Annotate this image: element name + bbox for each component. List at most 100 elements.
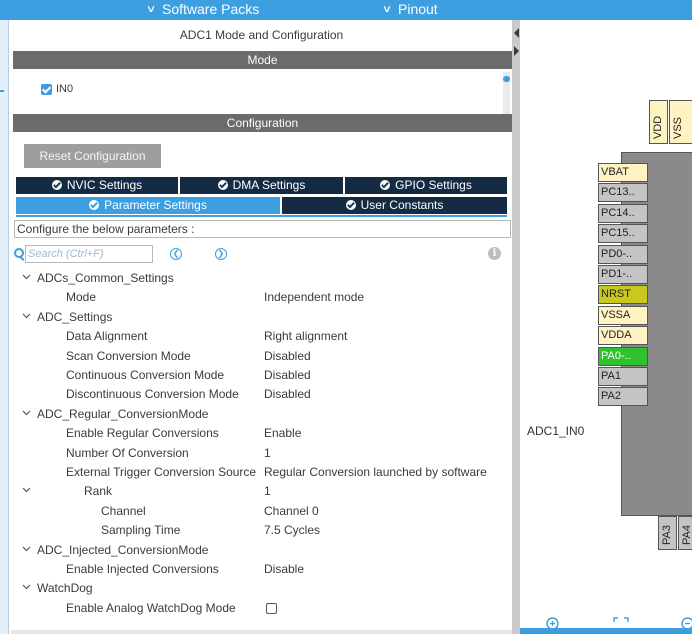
pin-pc15[interactable]: PC15.. — [598, 224, 648, 244]
pin-vbat[interactable]: VBAT — [598, 163, 648, 182]
tree-group-row[interactable]: ADCs_Common_Settings — [11, 269, 512, 288]
pin-pc13[interactable]: PC13.. — [598, 183, 648, 203]
tree-param-row[interactable]: Enable Regular Conversions Enable — [11, 424, 512, 443]
tree-param-row[interactable]: Enable Analog WatchDog Mode — [11, 599, 512, 618]
check-circle-icon — [51, 180, 62, 190]
param-value[interactable]: 7.5 Cycles — [264, 523, 321, 538]
tree-group-row[interactable]: ADC_Regular_ConversionMode — [11, 405, 512, 424]
tree-param-row[interactable]: Enable Injected Conversions Disable — [11, 560, 512, 579]
pin-pa1[interactable]: PA1 — [598, 367, 648, 386]
param-label: Rank — [84, 484, 113, 499]
param-label: ADC_Regular_ConversionMode — [37, 406, 209, 421]
mode-section-header: Mode — [13, 51, 512, 69]
tree-group-row[interactable]: ADC_Injected_ConversionMode — [11, 541, 512, 560]
software-packs-label: Software Packs — [162, 1, 260, 17]
chevron-down-icon[interactable] — [21, 269, 31, 288]
pin-vdd[interactable]: VDD — [649, 100, 668, 144]
tab-label: NVIC Settings — [66, 178, 143, 192]
tab-label: GPIO Settings — [395, 178, 472, 192]
pin-pd1[interactable]: PD1-.. — [598, 265, 648, 284]
param-value[interactable]: Right alignment — [264, 329, 348, 344]
pin-pa0[interactable]: PA0-.. — [598, 346, 648, 366]
reset-configuration-button[interactable]: Reset Configuration — [24, 144, 161, 168]
chevron-down-icon[interactable] — [21, 482, 31, 501]
pinout-bottom-bar — [520, 628, 692, 634]
param-value[interactable]: Disabled — [264, 387, 311, 402]
chevron-down-icon[interactable] — [21, 541, 31, 560]
pin-vssa[interactable]: VSSA — [598, 305, 648, 325]
pin-pc14[interactable]: PC14.. — [598, 203, 648, 223]
info-icon[interactable]: i — [488, 247, 501, 260]
param-label: Continuous Conversion Mode — [66, 368, 225, 382]
search-next-icon[interactable]: ❯ — [215, 248, 227, 260]
chevron-down-icon[interactable] — [21, 308, 31, 327]
software-packs-menu[interactable]: ∨ Software Packs — [144, 1, 259, 17]
panel-title: ADC1 Mode and Configuration — [179, 28, 344, 42]
pin-label: VSS — [672, 116, 684, 139]
param-label: Data Alignment — [66, 329, 148, 344]
param-checkbox[interactable] — [266, 602, 277, 614]
tree-param-row[interactable]: Data Alignment Right alignment — [11, 327, 512, 346]
chevron-down-icon[interactable] — [21, 579, 31, 598]
tab-dma-settings[interactable]: DMA Settings — [180, 177, 343, 194]
tree-group-row[interactable]: ADC_Settings — [11, 308, 512, 327]
pin-nrst[interactable]: NRST — [598, 285, 648, 305]
tree-param-row[interactable]: Channel Channel 0 — [11, 502, 512, 521]
param-value[interactable]: Channel 0 — [264, 503, 319, 518]
tab-gpio-settings[interactable]: GPIO Settings — [345, 177, 507, 194]
tab-user-constants[interactable]: User Constants — [282, 197, 507, 214]
tab-parameter-settings[interactable]: Parameter Settings — [16, 197, 280, 214]
param-value[interactable]: Disabled — [264, 348, 311, 363]
tab-nvic-settings[interactable]: NVIC Settings — [16, 177, 178, 194]
param-label: Enable Injected Conversions — [66, 562, 219, 576]
tree-param-row[interactable]: Discontinuous Conversion Mode Disabled — [11, 385, 512, 404]
param-value[interactable]: Independent mode — [264, 290, 365, 305]
search-input[interactable] — [25, 245, 153, 263]
collapse-arrows-icon[interactable] — [513, 28, 519, 58]
mode-scrollbar[interactable] — [503, 72, 510, 128]
tab-label: Parameter Settings — [104, 198, 207, 212]
check-circle-icon — [380, 180, 391, 190]
tree-param-row[interactable]: Sampling Time 7.5 Cycles — [11, 521, 512, 540]
tree-group-row[interactable]: WatchDog — [11, 579, 512, 598]
pinout-menu[interactable]: ∨ Pinout — [380, 1, 438, 17]
mode-item-in0[interactable]: IN0 — [41, 83, 73, 95]
top-menu-bar: ∨ Software Packs ∨ Pinout — [0, 0, 692, 20]
pin-label: PA4 — [681, 525, 692, 545]
search-row: ❮ ❯ i — [14, 245, 511, 265]
tree-param-row[interactable]: Scan Conversion Mode Disabled — [11, 347, 512, 366]
chevron-down-icon: ∨ — [145, 3, 157, 15]
left-sidebar-edge — [0, 20, 9, 634]
param-value[interactable]: 1 — [264, 484, 271, 499]
panel-divider[interactable] — [512, 20, 520, 634]
tree-param-row[interactable]: External Trigger Conversion Source Regula… — [11, 463, 512, 482]
tree-group-row[interactable]: Rank 1 — [11, 482, 512, 501]
pin-pa3[interactable]: PA3 — [658, 516, 677, 550]
tree-param-row[interactable]: Number Of Conversion 1 — [11, 444, 512, 463]
param-label: Scan Conversion Mode — [66, 348, 191, 363]
scrollbar-thumb[interactable] — [503, 76, 510, 82]
pin-vdda[interactable]: VDDA — [598, 326, 648, 346]
tree-param-row[interactable]: Continuous Conversion Mode Disabled — [11, 366, 512, 385]
param-value[interactable]: Enable — [264, 426, 302, 441]
check-circle-icon — [217, 180, 228, 190]
param-value[interactable]: Disable — [264, 562, 305, 576]
fit-screen-icon[interactable] — [612, 616, 632, 634]
search-previous-icon[interactable]: ❮ — [170, 248, 182, 260]
tree-param-row[interactable]: Mode Independent mode — [11, 288, 512, 307]
in0-checkbox[interactable] — [41, 83, 52, 95]
pin-pa2[interactable]: PA2 — [598, 387, 648, 407]
param-label: ADCs_Common_Settings — [37, 271, 174, 285]
param-value[interactable]: Regular Conversion launched by software — [264, 465, 487, 479]
chevron-down-icon[interactable] — [21, 405, 31, 424]
configure-parameters-prompt: Configure the below parameters : — [14, 220, 511, 238]
param-value[interactable]: Disabled — [264, 368, 311, 382]
pin-vss[interactable]: VSS — [669, 100, 692, 144]
param-label: ADC_Settings — [37, 309, 113, 324]
param-value[interactable]: 1 — [264, 445, 271, 460]
panel-bottom-scrollbar[interactable] — [11, 630, 512, 634]
pin-pd0[interactable]: PD0-.. — [598, 244, 648, 264]
chevron-down-icon: ∨ — [381, 3, 393, 15]
pin-label: VDD — [652, 115, 664, 139]
pin-pa4[interactable]: PA4 — [678, 516, 692, 550]
